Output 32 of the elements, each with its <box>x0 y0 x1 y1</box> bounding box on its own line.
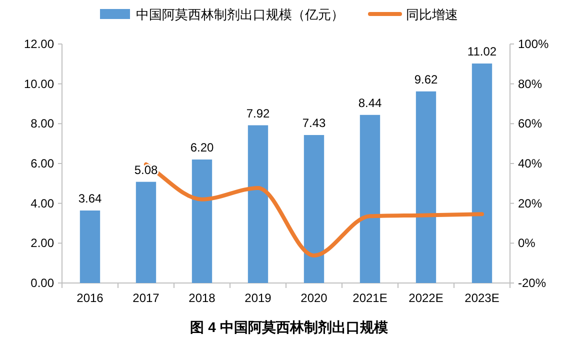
data-label: 11.02 <box>467 44 497 59</box>
ytick: 2.00 <box>30 236 54 250</box>
xtick: 2019 <box>244 291 272 305</box>
legend: 中国阿莫西林制剂出口规模（亿元） <box>136 7 344 22</box>
legend: 同比增速 <box>406 7 458 22</box>
ytick: 4.00 <box>30 196 54 210</box>
xtick: 2017 <box>132 291 160 305</box>
y2tick: 80% <box>518 76 542 91</box>
xtick: 2018 <box>188 291 216 305</box>
data-label: 7.92 <box>246 106 270 120</box>
ytick: 8.00 <box>30 116 54 131</box>
data-label: 9.62 <box>414 72 438 86</box>
xtick: 2022E <box>408 291 444 305</box>
ytick: 10.00 <box>24 76 54 91</box>
ytick: 12.00 <box>24 37 54 51</box>
xtick: 2023E <box>464 291 500 305</box>
y2tick: 0% <box>518 236 536 250</box>
data-label: 3.64 <box>78 192 102 206</box>
ytick: 6.00 <box>30 156 54 170</box>
xtick: 2021E <box>352 291 388 305</box>
data-label: 8.44 <box>358 96 382 110</box>
data-label: 6.20 <box>190 140 214 155</box>
y2tick: 100% <box>518 37 549 51</box>
title: 图 4 中国阿莫西林制剂出口规模 <box>190 319 388 335</box>
y2tick: 40% <box>518 156 542 170</box>
data-label: 7.43 <box>302 116 326 130</box>
y2tick: -20% <box>518 276 546 290</box>
xtick: 2016 <box>76 291 104 305</box>
ytick: 0.00 <box>30 276 54 290</box>
xtick: 2020 <box>300 291 328 305</box>
y2tick: 60% <box>518 116 542 131</box>
y2tick: 20% <box>518 196 542 210</box>
